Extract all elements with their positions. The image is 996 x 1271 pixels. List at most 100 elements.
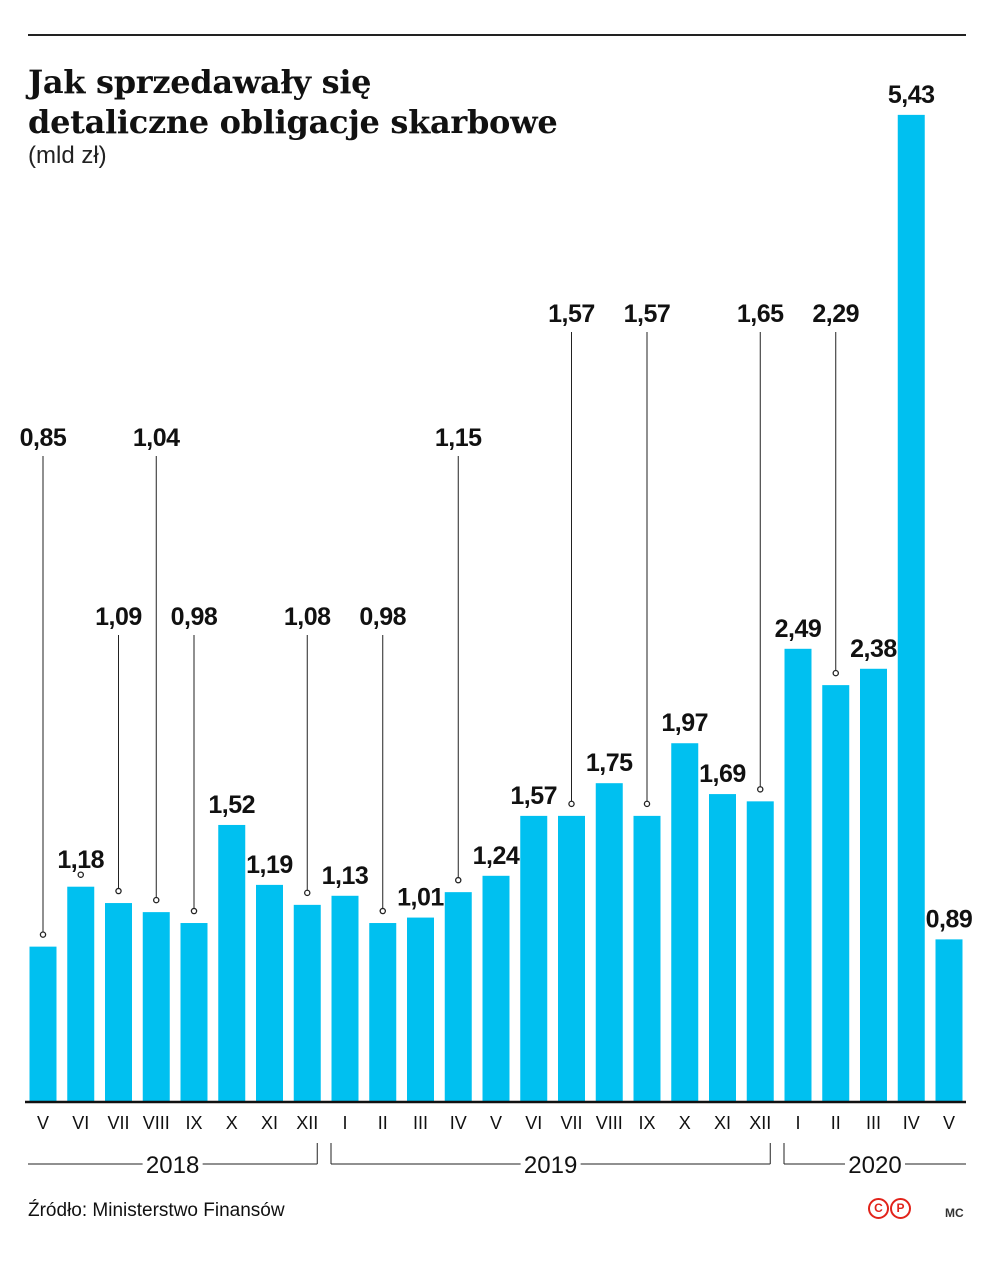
label-leader-dot — [379, 907, 386, 915]
data-label: 1,19 — [246, 851, 293, 879]
x-tick-label: XI — [714, 1113, 731, 1133]
data-label: 1,08 — [284, 603, 331, 631]
x-tick-label: III — [866, 1113, 881, 1133]
data-label: 0,98 — [359, 603, 406, 631]
x-tick-label: IV — [450, 1113, 467, 1133]
x-tick-label: II — [378, 1113, 388, 1133]
x-tick-label: X — [679, 1113, 691, 1133]
bar — [558, 815, 585, 1101]
bar — [709, 794, 736, 1101]
x-tick-label: II — [831, 1113, 841, 1133]
data-label: 2,29 — [812, 300, 859, 328]
data-label: 2,49 — [775, 615, 822, 643]
bar — [142, 912, 170, 1101]
bar — [218, 824, 246, 1101]
data-label: 1,97 — [661, 709, 708, 737]
x-tick-label: IX — [185, 1113, 202, 1133]
year-label: 2020 — [848, 1152, 901, 1179]
data-label: 1,15 — [435, 424, 482, 452]
x-tick-label: VI — [525, 1113, 542, 1133]
data-label: 1,65 — [737, 300, 784, 328]
logo-c-icon: C — [868, 1198, 889, 1219]
label-leader-dot — [303, 889, 311, 897]
x-tick-label: VII — [560, 1113, 582, 1133]
title-line-1: Jak sprzedawały się — [28, 63, 372, 101]
chart-title: Jak sprzedawały się detaliczne obligacje … — [28, 62, 558, 142]
data-label: 0,85 — [20, 424, 67, 452]
bar — [746, 801, 774, 1101]
bar — [935, 939, 963, 1101]
data-label: 5,43 — [888, 81, 935, 109]
bar — [67, 886, 95, 1101]
author-credit: MC — [945, 1206, 964, 1220]
data-label: 1,04 — [133, 424, 180, 452]
data-label: 1,57 — [548, 300, 595, 328]
bar — [105, 903, 132, 1101]
publisher-logo: C P — [868, 1198, 911, 1219]
bar — [256, 884, 283, 1101]
data-label: 1,75 — [586, 749, 633, 777]
label-leader-dot — [115, 887, 122, 895]
data-label: 1,18 — [57, 846, 104, 874]
bar — [180, 923, 208, 1101]
source-note: Źródło: Ministerstwo Finansów — [28, 1200, 285, 1221]
bar — [784, 648, 812, 1101]
x-tick-label: V — [490, 1113, 502, 1133]
bar — [369, 923, 397, 1101]
data-label: 1,57 — [510, 782, 557, 810]
data-label: 1,13 — [322, 862, 369, 890]
bar — [331, 895, 359, 1101]
label-leader-dot — [568, 800, 575, 808]
data-label: 1,52 — [208, 791, 255, 819]
bar — [671, 743, 699, 1101]
label-leader-dot — [454, 876, 462, 884]
data-label: 1,01 — [397, 884, 444, 912]
x-tick-label: VIII — [596, 1113, 623, 1133]
x-tick-label: VI — [72, 1113, 89, 1133]
x-tick-label: V — [943, 1113, 955, 1133]
chart-subtitle: (mld zł) — [28, 142, 107, 169]
bar — [444, 892, 472, 1101]
data-label: 0,98 — [171, 603, 218, 631]
bar — [520, 815, 548, 1101]
bar — [293, 904, 321, 1101]
label-leader-dot — [643, 800, 651, 808]
label-leader-dot — [152, 896, 160, 904]
bar — [595, 783, 623, 1101]
bar — [822, 685, 850, 1101]
x-tick-label: IV — [903, 1113, 920, 1133]
bar — [407, 917, 434, 1101]
bar — [29, 946, 57, 1101]
x-tick-label: VIII — [143, 1113, 170, 1133]
x-tick-label: III — [413, 1113, 428, 1133]
year-label: 2019 — [524, 1152, 577, 1179]
data-label: 1,09 — [95, 603, 142, 631]
bar — [860, 668, 887, 1101]
data-label: 1,57 — [624, 300, 671, 328]
top-rule — [28, 34, 966, 36]
x-tick-label: IX — [638, 1113, 655, 1133]
label-leader-dot — [832, 669, 840, 677]
x-tick-label: X — [226, 1113, 238, 1133]
bar — [897, 114, 925, 1101]
x-tick-label: XII — [296, 1113, 318, 1133]
data-label: 1,24 — [473, 842, 520, 870]
label-leader-dot — [39, 931, 47, 938]
x-tick-label: V — [37, 1113, 49, 1133]
x-tick-label: XI — [261, 1113, 278, 1133]
title-line-2: detaliczne obligacje skarbowe — [28, 103, 558, 141]
data-label: 0,89 — [926, 905, 973, 933]
year-label: 2018 — [146, 1152, 199, 1179]
data-label: 2,38 — [850, 635, 897, 663]
data-label: 1,69 — [699, 760, 746, 788]
logo-p-icon: P — [890, 1198, 911, 1219]
x-tick-label: I — [342, 1113, 347, 1133]
label-leader-dot — [77, 871, 85, 878]
label-leader-dot — [757, 786, 764, 793]
x-tick-label: I — [795, 1113, 800, 1133]
x-tick-label: VII — [107, 1113, 129, 1133]
x-tick-label: XII — [749, 1113, 771, 1133]
label-leader-dot — [190, 907, 198, 915]
